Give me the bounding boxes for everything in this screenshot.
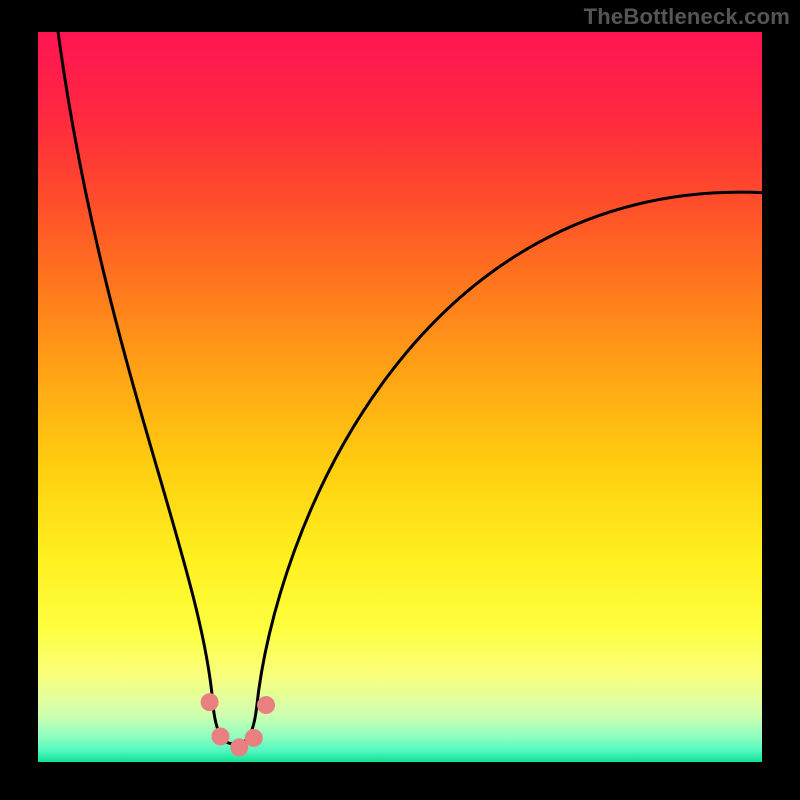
curve-marker xyxy=(211,727,229,745)
watermark-text: TheBottleneck.com xyxy=(584,4,790,30)
chart-container: TheBottleneck.com xyxy=(0,0,800,800)
curve-marker xyxy=(201,693,219,711)
plot-background xyxy=(38,32,762,762)
curve-marker xyxy=(245,729,263,747)
bottleneck-curve-chart xyxy=(0,0,800,800)
curve-marker xyxy=(257,696,275,714)
